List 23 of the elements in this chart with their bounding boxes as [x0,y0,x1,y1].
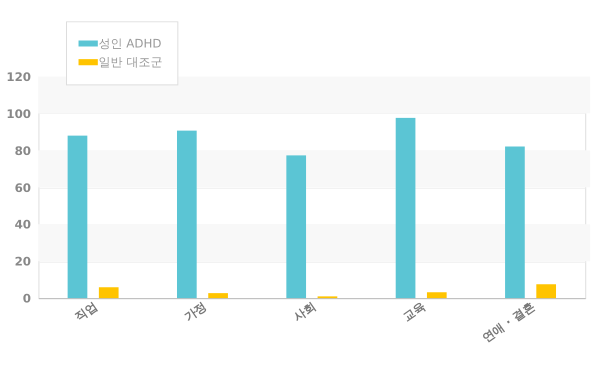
legend-label: 일반 대조군 [98,55,162,70]
bar [98,287,119,298]
x-tick-label: 사회 [290,298,319,324]
y-tick-label: 80 [14,144,32,158]
y-tick-label: 100 [6,106,32,121]
x-tick-label: 가정 [182,298,210,324]
y-tick-label: 60 [14,180,32,195]
y-tick-label: 0 [22,292,32,306]
bar [286,155,306,298]
bar [426,292,447,298]
bar [505,146,525,298]
y-tick-label: 20 [14,254,32,269]
x-tick-label: 교육 [400,298,428,324]
legend-label: 성인 ADHD [98,36,162,50]
bar [396,118,416,298]
bar [208,293,228,298]
bar [68,136,88,298]
bar [176,130,197,298]
x-tick-label: 연애 · 결혼 [480,298,538,346]
y-tick-label: 120 [6,70,32,84]
x-tick-label: 직업 [72,298,100,324]
y-tick-label: 40 [14,218,32,232]
bar [536,284,556,298]
